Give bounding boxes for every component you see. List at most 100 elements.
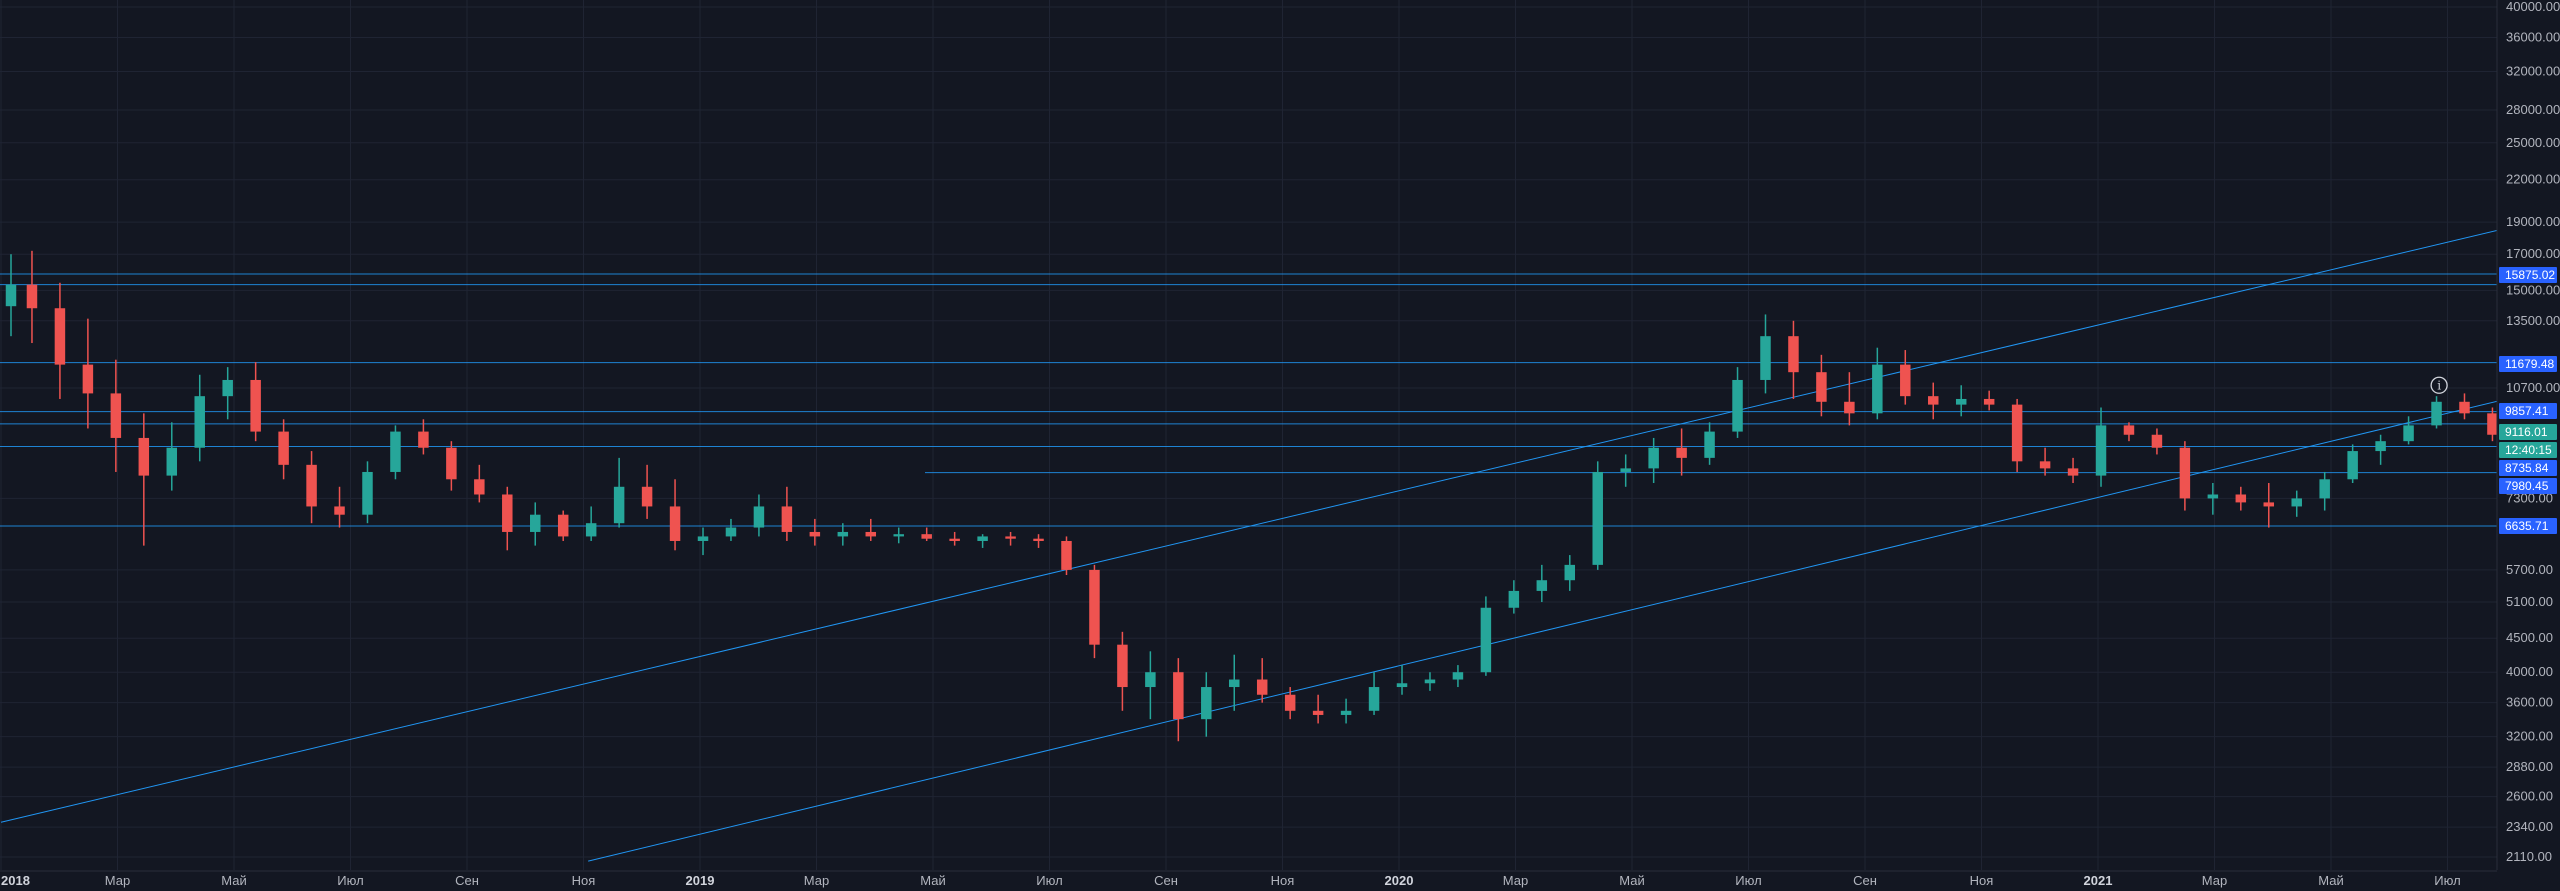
- candle-body: [893, 534, 904, 537]
- candle-body: [921, 534, 932, 539]
- x-tick-label: Мар: [1503, 873, 1528, 888]
- y-tick-label: 25000.00: [2506, 135, 2560, 150]
- candle-body: [2487, 413, 2498, 435]
- candle-body: [1508, 590, 1520, 608]
- candlestick-series: [5, 250, 2519, 742]
- candle-body: [26, 284, 38, 309]
- candle-body: [1201, 687, 1212, 720]
- price-badge-label: 15875.02: [2505, 268, 2555, 282]
- candle-body: [1592, 471, 1603, 565]
- candle-body: [306, 464, 317, 507]
- candle-body: [194, 396, 205, 448]
- candle-body: [865, 531, 877, 537]
- candle-body: [753, 506, 765, 528]
- candle-body: [82, 364, 94, 394]
- candle-body: [1089, 569, 1100, 645]
- x-tick-label: 2018: [1, 873, 30, 888]
- y-tick-label: 13500.00: [2506, 313, 2560, 328]
- candle-body: [2011, 404, 2023, 462]
- candle-body: [2347, 451, 2358, 480]
- price-badge: 9857.41: [2499, 403, 2557, 419]
- candle-body: [110, 393, 122, 438]
- y-tick-label: 4500.00: [2506, 630, 2553, 645]
- x-tick-label: Июл: [1735, 873, 1761, 888]
- candle-body: [669, 506, 681, 541]
- price-axis: 40000.00 36000.00 32000.00 28000.00 25000.00…: [2506, 0, 2560, 864]
- x-tick-label: Май: [2318, 873, 2343, 888]
- price-badge: 9116.01: [2499, 424, 2557, 440]
- price-badge-bg: [2499, 424, 2557, 440]
- candle-body: [809, 531, 821, 537]
- candle-body: [362, 471, 373, 515]
- candle-body: [2067, 468, 2079, 476]
- x-tick-label: 2021: [2084, 873, 2113, 888]
- candle-body: [2207, 494, 2219, 499]
- candle-body: [2459, 401, 2470, 414]
- candle-body: [250, 379, 261, 432]
- candle-body: [781, 506, 793, 532]
- candle-body: [977, 536, 988, 541]
- candle-body: [5, 284, 17, 307]
- candle-body: [837, 531, 849, 537]
- trend-channel-lines: [0, 214, 2560, 862]
- candle-body: [446, 447, 457, 480]
- x-tick-label: Июл: [337, 873, 363, 888]
- wave-marker-label: i: [2437, 378, 2441, 392]
- y-tick-label: 5700.00: [2506, 562, 2553, 577]
- candle-body: [1620, 468, 1631, 472]
- time-axis: 2018 Мар Май Июл Сен Ноя 2019 Мар Май Июл Сен Ноя 20…: [1, 873, 2461, 888]
- candle-body: [1173, 672, 1184, 720]
- price-badge: 7980.45: [2499, 478, 2557, 494]
- candle-body: [1648, 447, 1659, 469]
- x-tick-label: Сен: [455, 873, 479, 888]
- price-badge-label: 11679.48: [2505, 357, 2554, 371]
- time-axis-panel[interactable]: [0, 871, 2560, 891]
- candle-body: [1983, 398, 1995, 405]
- y-tick-label: 19000.00: [2506, 214, 2560, 229]
- candle-body: [1704, 431, 1715, 458]
- candle-body: [166, 447, 178, 476]
- candle-body: [1033, 538, 1044, 541]
- price-badge-bg: [2499, 442, 2557, 458]
- candle-body: [1229, 679, 1240, 688]
- candle-body: [1872, 364, 1883, 414]
- price-badge: 12:40:15: [2499, 442, 2557, 458]
- price-badge: 11679.48: [2499, 356, 2557, 372]
- y-tick-label: 22000.00: [2506, 172, 2560, 187]
- candle-body: [1284, 694, 1296, 711]
- price-badge-bg: [2499, 403, 2557, 419]
- y-tick-label: 2880.00: [2506, 759, 2553, 774]
- y-tick-label: 4000.00: [2506, 664, 2553, 679]
- candle-body: [2263, 502, 2275, 507]
- chart-grid: [0, 0, 2497, 870]
- candle-body: [2291, 498, 2302, 507]
- x-tick-label: Июл: [2434, 873, 2460, 888]
- candle-body: [2403, 425, 2414, 442]
- x-tick-label: Мар: [105, 873, 130, 888]
- candle-body: [697, 536, 709, 541]
- y-tick-label: 2600.00: [2506, 789, 2553, 804]
- candle-body: [54, 308, 66, 365]
- candle-body: [1145, 672, 1156, 688]
- candle-body: [2431, 401, 2442, 426]
- candle-body: [502, 494, 513, 532]
- candle-body: [1480, 607, 1492, 673]
- x-tick-label: Май: [221, 873, 246, 888]
- x-tick-label: Сен: [1154, 873, 1178, 888]
- price-badge-label: 9857.41: [2505, 404, 2549, 418]
- candle-body: [1844, 401, 1855, 414]
- y-tick-label: 7300.00: [2506, 490, 2553, 505]
- x-tick-label: Июл: [1036, 873, 1062, 888]
- price-badge-label: 9116.01: [2505, 425, 2548, 439]
- candle-body: [2095, 425, 2107, 476]
- candle-body: [1732, 379, 1743, 432]
- candle-body: [1816, 372, 1827, 402]
- y-tick-label: 40000.00: [2506, 0, 2560, 14]
- candle-body: [1396, 683, 1408, 688]
- candle-body: [613, 486, 625, 524]
- x-tick-label: 2020: [1385, 873, 1414, 888]
- x-tick-label: Ноя: [1970, 873, 1994, 888]
- price-badge-label: 7980.45: [2505, 479, 2549, 493]
